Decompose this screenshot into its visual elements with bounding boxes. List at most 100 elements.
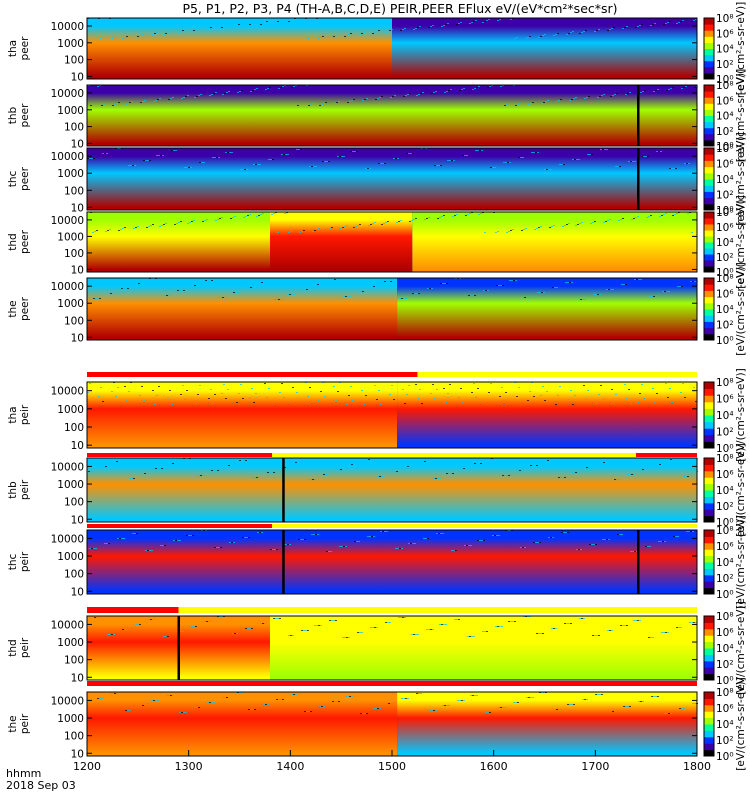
noise-speckle — [238, 393, 240, 394]
noise-speckle — [298, 149, 300, 150]
noise-speckle — [453, 160, 455, 161]
noise-speckle — [462, 402, 464, 403]
noise-speckle — [261, 532, 263, 533]
noise-speckle — [118, 230, 120, 231]
noise-speckle — [151, 550, 153, 551]
y-tick-label: 10000 — [51, 21, 84, 33]
noise-speckle — [538, 633, 540, 634]
colorbar-frame — [703, 147, 715, 211]
noise-speckle — [429, 288, 431, 289]
noise-speckle — [581, 618, 583, 619]
colorbar-tick-label: 10⁶ — [716, 222, 734, 234]
noise-speckle — [367, 168, 369, 169]
noise-speckle — [550, 169, 552, 170]
noise-speckle — [640, 701, 642, 702]
noise-speckle — [672, 87, 674, 88]
noise-speckle — [152, 34, 154, 35]
noise-speckle — [228, 465, 230, 466]
noise-speckle — [175, 540, 177, 541]
noise-speckle — [201, 162, 203, 163]
noise-speckle — [497, 231, 499, 232]
noise-speckle — [187, 223, 189, 224]
noise-speckle — [390, 281, 392, 282]
colorbar-segment — [704, 154, 714, 161]
noise-speckle — [346, 637, 348, 638]
noise-speckle — [595, 544, 597, 545]
noise-speckle — [601, 462, 603, 463]
data-gap-spike — [282, 530, 285, 594]
colorbar-tick-label: 10² — [716, 659, 734, 671]
noise-speckle — [515, 702, 517, 703]
noise-speckle — [254, 89, 256, 90]
noise-speckle — [194, 285, 196, 286]
spectrogram-band — [87, 530, 697, 594]
noise-speckle — [513, 280, 515, 281]
colorbar-segment — [704, 115, 714, 123]
noise-speckle — [240, 169, 242, 170]
panel-frame — [86, 211, 698, 273]
noise-speckle — [385, 32, 387, 33]
noise-speckle — [234, 26, 236, 27]
noise-speckle — [280, 299, 282, 300]
noise-speckle — [193, 626, 195, 627]
noise-speckle — [287, 154, 289, 155]
panel-frame — [86, 529, 698, 595]
noise-speckle — [255, 393, 257, 394]
panel-label-species: peir — [19, 404, 31, 425]
noise-speckle — [338, 101, 340, 102]
noise-speckle — [206, 219, 208, 220]
noise-speckle — [504, 475, 506, 476]
noise-speckle — [410, 153, 412, 154]
noise-speckle — [264, 383, 266, 384]
noise-speckle — [391, 29, 393, 30]
noise-speckle — [636, 279, 638, 280]
noise-speckle — [509, 280, 511, 281]
colorbar-segment — [704, 179, 714, 186]
noise-speckle — [267, 88, 269, 89]
noise-speckle — [124, 37, 126, 38]
noise-speckle — [257, 164, 259, 165]
noise-speckle — [371, 536, 373, 537]
noise-speckle — [291, 694, 293, 695]
noise-speckle — [327, 229, 329, 230]
noise-speckle — [504, 707, 506, 708]
noise-speckle — [167, 636, 169, 637]
noise-speckle — [597, 97, 599, 98]
noise-speckle — [211, 702, 213, 703]
noise-speckle — [688, 163, 690, 164]
noise-speckle — [266, 21, 268, 22]
noise-speckle — [586, 699, 588, 700]
noise-speckle — [174, 463, 176, 464]
noise-speckle — [487, 712, 489, 713]
colorbar-segment — [704, 464, 714, 472]
noise-speckle — [497, 20, 499, 21]
noise-speckle — [547, 460, 549, 461]
noise-speckle — [376, 399, 378, 400]
noise-speckle — [470, 695, 472, 696]
noise-speckle — [378, 390, 380, 391]
noise-speckle — [98, 617, 100, 618]
noise-speckle — [609, 219, 611, 220]
noise-speckle — [196, 285, 198, 286]
noise-speckle — [612, 289, 614, 290]
noise-speckle — [668, 459, 670, 460]
noise-speckle — [598, 394, 600, 395]
noise-speckle — [448, 90, 450, 91]
colorbar-segment — [704, 622, 714, 630]
noise-speckle — [365, 168, 367, 169]
noise-speckle — [669, 21, 671, 22]
noise-speckle — [653, 696, 655, 697]
noise-speckle — [494, 167, 496, 168]
noise-speckle — [281, 154, 283, 155]
y-tick-label: 100 — [64, 655, 84, 667]
noise-speckle — [362, 100, 364, 101]
noise-speckle — [136, 533, 138, 534]
noise-speckle — [423, 538, 425, 539]
noise-speckle — [311, 401, 313, 402]
noise-speckle — [624, 625, 626, 626]
noise-speckle — [537, 292, 539, 293]
panel-label-probe: thc — [7, 554, 19, 571]
y-tick-label: 10000 — [51, 533, 84, 545]
